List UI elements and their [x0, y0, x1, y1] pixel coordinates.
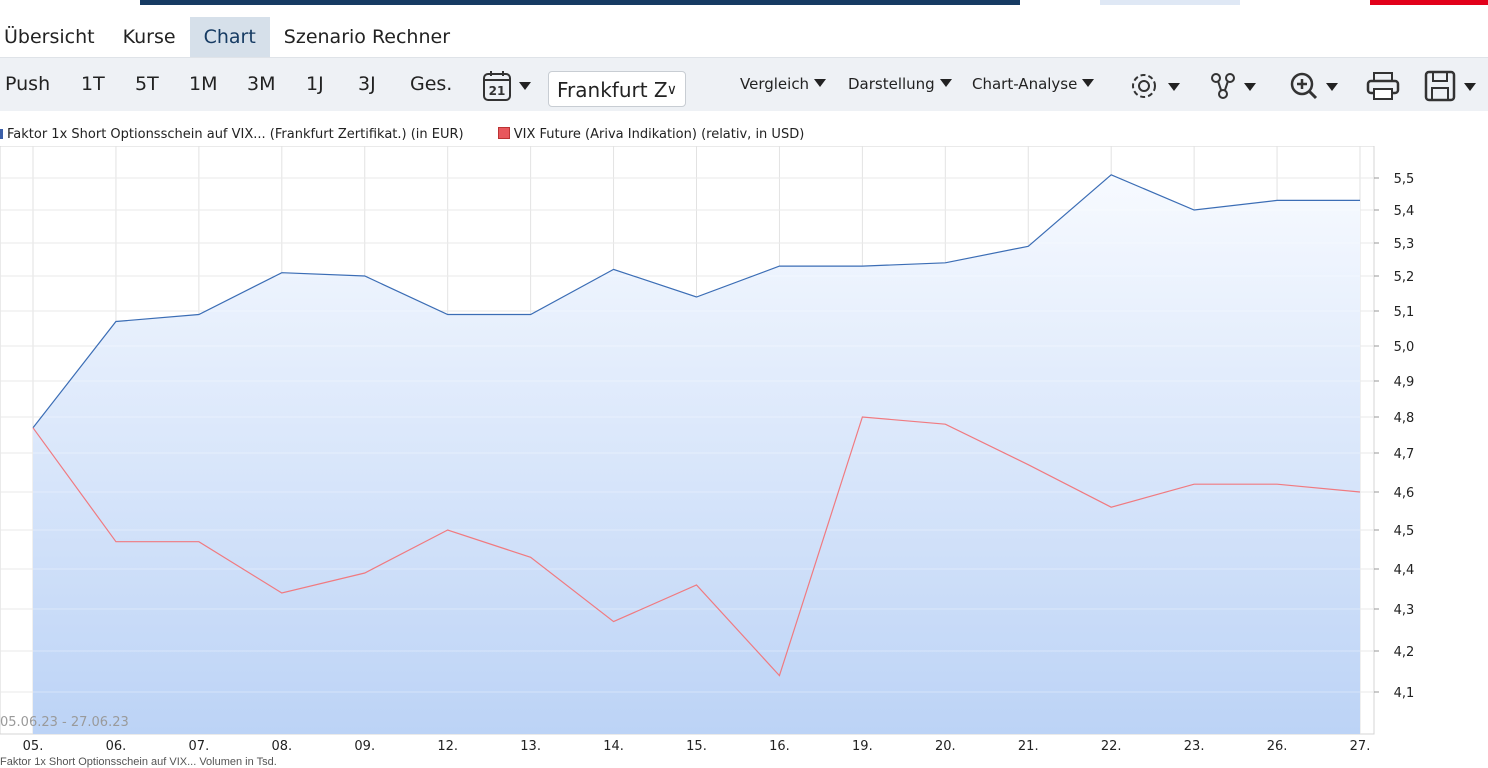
y-tick-label: 5,5 [1394, 172, 1415, 187]
x-tick-label: 05. [23, 739, 44, 754]
zoom-icon[interactable] [1288, 70, 1344, 107]
settings-icon[interactable] [1128, 70, 1184, 107]
y-tick-label: 5,2 [1394, 270, 1415, 285]
y-tick-label: 4,6 [1394, 486, 1415, 501]
y-tick-label: 4,9 [1394, 375, 1415, 390]
chevron-down-icon: ∨ [666, 82, 677, 98]
legend-item-faktor: Faktor 1x Short Optionsschein auf VIX...… [0, 127, 464, 142]
tab-kurse[interactable]: Kurse [122, 26, 176, 48]
x-tick-label: 13. [520, 739, 541, 754]
period-ges-button[interactable]: Ges. [410, 73, 453, 95]
x-tick-label: 09. [354, 739, 375, 754]
x-tick-label: 08. [271, 739, 292, 754]
vergleich-dropdown[interactable]: Vergleich [740, 75, 827, 93]
volume-caption: Faktor 1x Short Optionsschein auf VIX...… [0, 756, 277, 768]
period-3j-button[interactable]: 3J [358, 73, 376, 95]
y-tick-label: 4,4 [1394, 563, 1415, 578]
top-color-bar [0, 0, 1488, 6]
x-tick-label: 22. [1101, 739, 1122, 754]
y-tick-label: 5,1 [1394, 305, 1415, 320]
series-line-vix-future [32, 416, 1361, 677]
series-line-faktor [32, 174, 1360, 429]
x-tick-label: 20. [935, 739, 956, 754]
period-1j-button[interactable]: 1J [306, 73, 324, 95]
indicators-icon[interactable] [1208, 70, 1264, 107]
period-push-button[interactable]: Push [5, 73, 51, 95]
print-icon[interactable] [1366, 70, 1400, 107]
x-tick-label: 23. [1184, 739, 1205, 754]
save-icon[interactable] [1424, 70, 1484, 107]
legend-item-vix-future: VIX Future (Ariva Indikation) (relativ, … [497, 127, 804, 142]
tab-uebersicht[interactable]: Übersicht [4, 26, 95, 48]
calendar-icon[interactable]: 21 [482, 70, 538, 107]
x-tick-label: 21. [1018, 739, 1039, 754]
y-tick-label: 4,7 [1394, 447, 1415, 462]
y-tick-label: 5,3 [1394, 237, 1415, 252]
calendar-day: 21 [489, 84, 506, 98]
date-range-label: 05.06.23 - 27.06.23 [0, 715, 129, 730]
period-3m-button[interactable]: 3M [247, 73, 276, 95]
period-1m-button[interactable]: 1M [189, 73, 218, 95]
period-1t-button[interactable]: 1T [81, 73, 105, 95]
series-area-faktor [33, 174, 1360, 735]
price-chart[interactable]: 5,5 5,4 5,3 5,2 5,1 5,0 4,9 4,8 4,7 4,6 4,5 4,4 4,3 4… [0, 146, 1488, 756]
chart-analyse-dropdown[interactable]: Chart-Analyse [972, 75, 1095, 93]
chart-toolbar: Push 1T 5T 1M 3M 1J 3J Ges. 21 Frankfurt… [0, 57, 1488, 111]
x-tick-label: 15. [686, 739, 707, 754]
exchange-select[interactable]: Frankfurt Z ∨ [548, 71, 686, 107]
x-tick-label: 26. [1267, 739, 1288, 754]
x-tick-label: 16. [769, 739, 790, 754]
y-tick-label: 4,8 [1394, 411, 1415, 426]
tab-szenario-rechner[interactable]: Szenario Rechner [283, 26, 451, 48]
tab-chart[interactable]: Chart [189, 17, 270, 67]
y-tick-label: 4,2 [1394, 645, 1415, 660]
period-5t-button[interactable]: 5T [135, 73, 159, 95]
y-tick-label: 4,5 [1394, 524, 1415, 539]
x-tick-label: 27. [1350, 739, 1371, 754]
x-tick-label: 19. [852, 739, 873, 754]
y-tick-label: 5,4 [1394, 204, 1415, 219]
x-tick-label: 06. [106, 739, 127, 754]
x-tick-label: 07. [189, 739, 210, 754]
x-tick-label: 12. [437, 739, 458, 754]
chart-legend: Faktor 1x Short Optionsschein auf VIX...… [0, 127, 804, 142]
y-tick-label: 5,0 [1394, 340, 1415, 355]
y-tick-label: 4,3 [1394, 603, 1415, 618]
main-tabs: Übersicht Kurse Chart Szenario Rechner [0, 17, 464, 67]
darstellung-dropdown[interactable]: Darstellung [848, 75, 952, 93]
y-tick-label: 4,1 [1394, 686, 1415, 701]
x-tick-label: 14. [603, 739, 624, 754]
